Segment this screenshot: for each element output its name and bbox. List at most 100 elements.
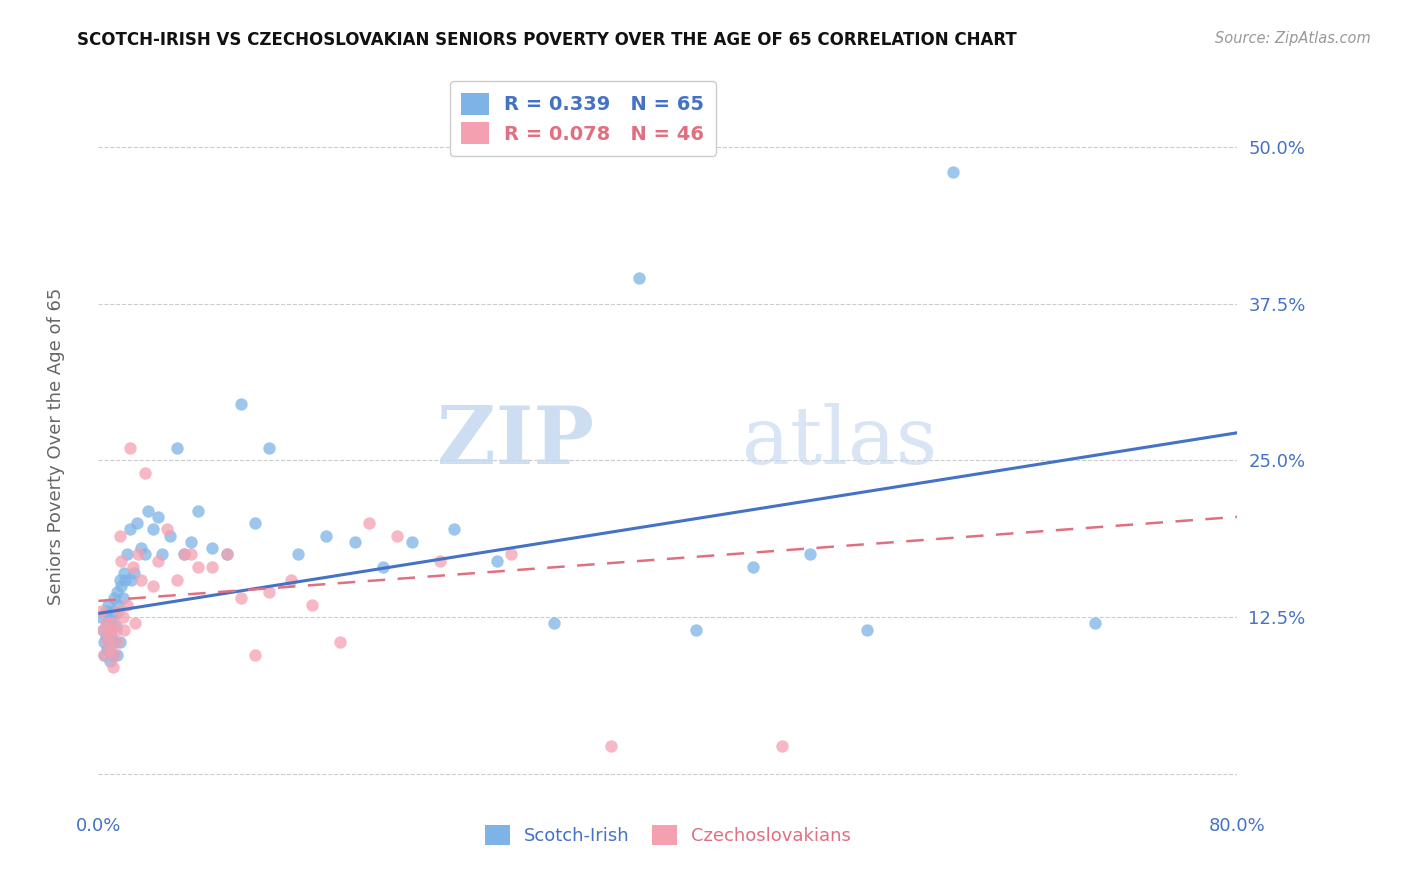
Point — [98, 654, 121, 668]
Point — [159, 529, 181, 543]
Point — [401, 535, 423, 549]
Point — [942, 165, 965, 179]
Point — [104, 619, 127, 633]
Text: SCOTCH-IRISH VS CZECHOSLOVAKIAN SENIORS POVERTY OVER THE AGE OF 65 CORRELATION C: SCOTCH-IRISH VS CZECHOSLOVAKIAN SENIORS … — [77, 31, 1017, 49]
Point — [125, 516, 148, 530]
Point — [201, 560, 224, 574]
Point — [301, 598, 323, 612]
Point — [486, 554, 509, 568]
Point — [127, 548, 149, 562]
Point — [98, 623, 121, 637]
Point — [315, 529, 337, 543]
Point — [129, 573, 152, 587]
Point — [259, 585, 281, 599]
Point — [118, 441, 141, 455]
Point — [287, 548, 309, 562]
Point — [141, 579, 163, 593]
Point — [93, 635, 115, 649]
Point — [97, 598, 120, 612]
Point — [742, 560, 765, 574]
Point — [124, 616, 146, 631]
Text: Seniors Poverty Over the Age of 65: Seniors Poverty Over the Age of 65 — [48, 287, 65, 605]
Point — [229, 591, 252, 606]
Point — [280, 573, 302, 587]
Point — [105, 635, 128, 649]
Point — [243, 648, 266, 662]
Point — [148, 509, 170, 524]
Point — [90, 604, 112, 618]
Point — [215, 548, 238, 562]
Point — [104, 623, 127, 637]
Text: Source: ZipAtlas.com: Source: ZipAtlas.com — [1215, 31, 1371, 46]
Point — [173, 548, 195, 562]
Point — [97, 629, 120, 643]
Point — [259, 441, 281, 455]
Point — [108, 529, 131, 543]
Text: atlas: atlas — [742, 402, 936, 481]
Point — [112, 623, 135, 637]
Point — [115, 548, 138, 562]
Point — [229, 397, 252, 411]
Point — [100, 629, 122, 643]
Point — [180, 548, 202, 562]
Point — [166, 573, 188, 587]
Point — [1084, 616, 1107, 631]
Point — [103, 648, 125, 662]
Point — [110, 554, 132, 568]
Point — [91, 623, 114, 637]
Point — [180, 535, 202, 549]
Point — [105, 585, 128, 599]
Point — [112, 566, 135, 581]
Point — [101, 604, 124, 618]
Point — [357, 516, 380, 530]
Point — [243, 516, 266, 530]
Point — [543, 616, 565, 631]
Point — [114, 573, 136, 587]
Point — [156, 522, 179, 536]
Point — [134, 466, 156, 480]
Legend: Scotch-Irish, Czechoslovakians: Scotch-Irish, Czechoslovakians — [475, 815, 860, 855]
Point — [120, 573, 142, 587]
Point — [101, 660, 124, 674]
Point — [343, 535, 366, 549]
Point — [96, 635, 118, 649]
Point — [685, 623, 707, 637]
Point — [628, 271, 651, 285]
Point — [107, 598, 129, 612]
Point — [93, 648, 115, 662]
Point — [121, 560, 143, 574]
Point — [429, 554, 451, 568]
Point — [101, 648, 124, 662]
Point — [329, 635, 352, 649]
Point — [107, 604, 129, 618]
Point — [105, 648, 128, 662]
Point — [108, 635, 131, 649]
Point — [373, 560, 395, 574]
Point — [387, 529, 409, 543]
Point — [94, 604, 117, 618]
Point — [134, 548, 156, 562]
Point — [97, 632, 120, 646]
Point — [94, 629, 117, 643]
Point — [100, 623, 122, 637]
Point — [100, 610, 122, 624]
Point — [110, 579, 132, 593]
Text: ZIP: ZIP — [437, 402, 593, 481]
Point — [152, 548, 174, 562]
Point — [141, 522, 163, 536]
Point — [856, 623, 879, 637]
Point — [118, 522, 141, 536]
Point — [148, 554, 170, 568]
Point — [173, 548, 195, 562]
Point — [111, 591, 134, 606]
Point — [187, 503, 209, 517]
Point — [94, 616, 117, 631]
Point — [96, 641, 118, 656]
Point — [122, 566, 145, 581]
Point — [201, 541, 224, 556]
Point — [104, 607, 127, 621]
Point — [98, 641, 121, 656]
Point — [600, 739, 623, 754]
Point — [91, 623, 114, 637]
Point — [799, 548, 821, 562]
